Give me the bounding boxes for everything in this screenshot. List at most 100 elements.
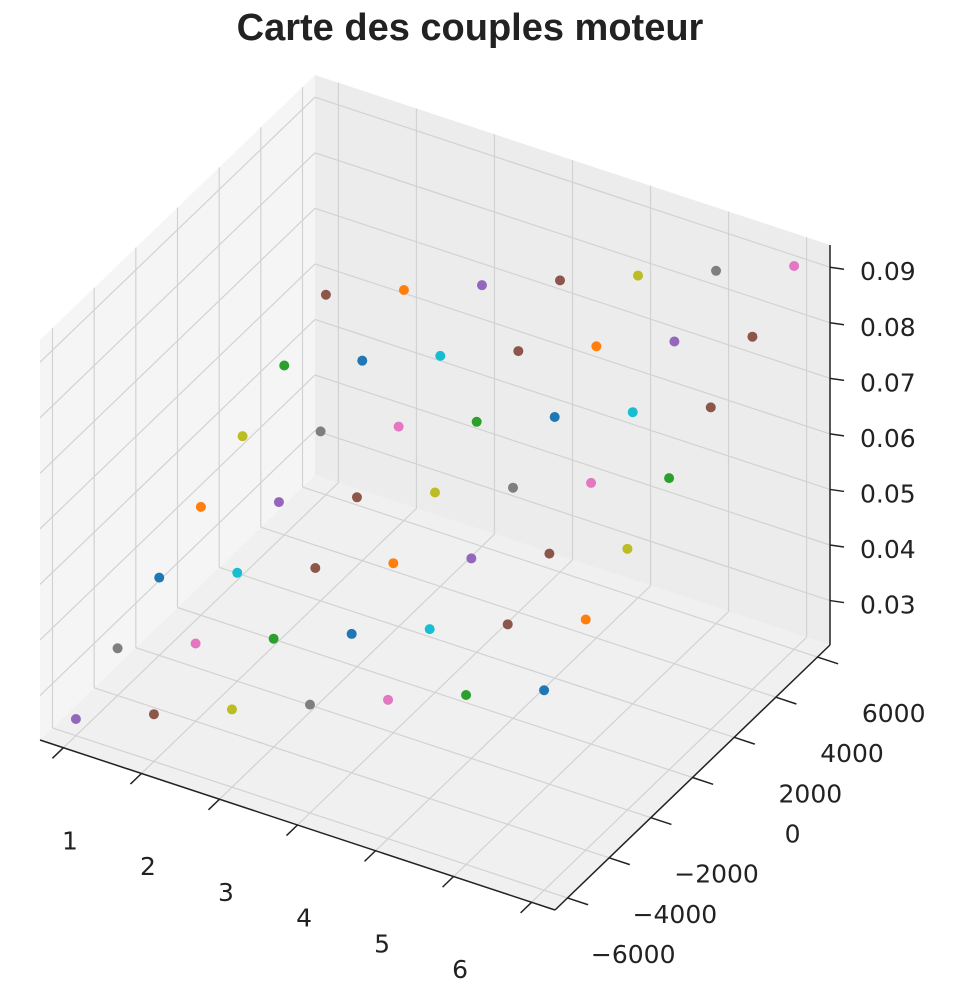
data-point (226, 704, 237, 715)
data-point (633, 270, 644, 281)
data-point (627, 407, 638, 418)
data-point (398, 284, 409, 295)
data-point (383, 694, 394, 705)
data-point (70, 714, 81, 725)
x-tick-label: 2 (140, 852, 156, 881)
grid-line (314, 207, 831, 379)
data-point (112, 643, 123, 654)
grid-line (39, 374, 316, 641)
data-point (476, 280, 487, 291)
data-point (430, 487, 440, 498)
data-point (154, 572, 165, 583)
x-tick (442, 875, 455, 888)
grid-line (93, 687, 610, 859)
z-tick (829, 266, 845, 270)
z-tick (829, 544, 845, 548)
data-point (711, 265, 722, 276)
y-axis-line (554, 644, 831, 911)
grid-line (314, 429, 831, 602)
data-point (435, 350, 446, 361)
y-tick-label: 2000 (779, 779, 843, 808)
z-tick-label: 0.07 (860, 368, 916, 397)
x-tick-label: 5 (374, 929, 390, 958)
y-tick (692, 776, 714, 786)
data-point (544, 548, 555, 559)
data-point (393, 421, 404, 432)
grid-line (135, 647, 652, 819)
z-tick (829, 433, 845, 437)
data-point (664, 473, 675, 484)
y-tick (817, 656, 839, 665)
y-tick-label: −6000 (591, 940, 676, 969)
data-point (508, 482, 519, 493)
chart-title: Carte des couples moteur (237, 7, 704, 49)
grid-line (260, 526, 777, 698)
data-point (351, 492, 362, 503)
x-axis-line (39, 739, 556, 911)
grid-line (302, 486, 818, 658)
data-point (789, 260, 800, 271)
data-point (388, 558, 399, 569)
data-point (268, 633, 279, 644)
y-tick-label: 4000 (820, 739, 884, 768)
data-point (461, 690, 472, 701)
data-point (705, 402, 716, 413)
grid-line (39, 319, 316, 585)
y-tick-label: 0 (785, 820, 801, 849)
y-tick (608, 857, 631, 866)
y-tick (733, 736, 756, 745)
data-point (279, 360, 290, 371)
x-tick-label: 6 (452, 955, 468, 984)
grid-line (39, 207, 316, 474)
grid-line (39, 263, 316, 530)
data-point (580, 614, 591, 625)
x-tick-label: 3 (218, 878, 234, 907)
grid-line (177, 606, 693, 779)
y-tick-label: 6000 (862, 699, 926, 728)
grid-line (314, 96, 831, 268)
z-tick-label: 0.04 (860, 535, 916, 564)
data-point (466, 553, 477, 564)
z-tick (829, 488, 845, 493)
data-point (555, 275, 565, 286)
data-point (148, 709, 159, 720)
grid-line (39, 430, 316, 696)
grid-line (314, 318, 831, 491)
data-point (622, 543, 633, 554)
grid-line (52, 727, 568, 899)
data-point (195, 501, 206, 512)
x-tick-label: 1 (62, 826, 78, 855)
data-point (502, 619, 513, 630)
data-point (232, 567, 243, 578)
data-point (310, 563, 321, 574)
x-tick (129, 772, 142, 785)
data-point (539, 685, 550, 696)
x-tick (520, 901, 533, 914)
data-point (471, 416, 482, 427)
z-tick-label: 0.05 (860, 479, 916, 508)
z-tick-label: 0.03 (860, 591, 916, 620)
data-point (305, 699, 315, 710)
data-point (549, 411, 560, 422)
data-point (315, 426, 326, 437)
data-point (273, 497, 284, 508)
x-tick (364, 850, 377, 862)
z-tick (829, 377, 845, 382)
x-tick (51, 747, 64, 759)
grid-line (314, 152, 831, 324)
data-point (190, 638, 201, 649)
grid-line (314, 374, 831, 546)
x-tick-label: 4 (296, 904, 312, 933)
grid-line (39, 96, 316, 363)
y-tick (650, 816, 672, 826)
data-point (346, 628, 357, 639)
grid-line (39, 152, 316, 419)
y-tick (775, 696, 797, 705)
x-tick (207, 798, 220, 811)
data-point (320, 289, 331, 300)
data-point (586, 477, 597, 488)
data-point (747, 331, 758, 342)
data-point (237, 431, 248, 442)
y-tick-label: −4000 (633, 900, 718, 929)
